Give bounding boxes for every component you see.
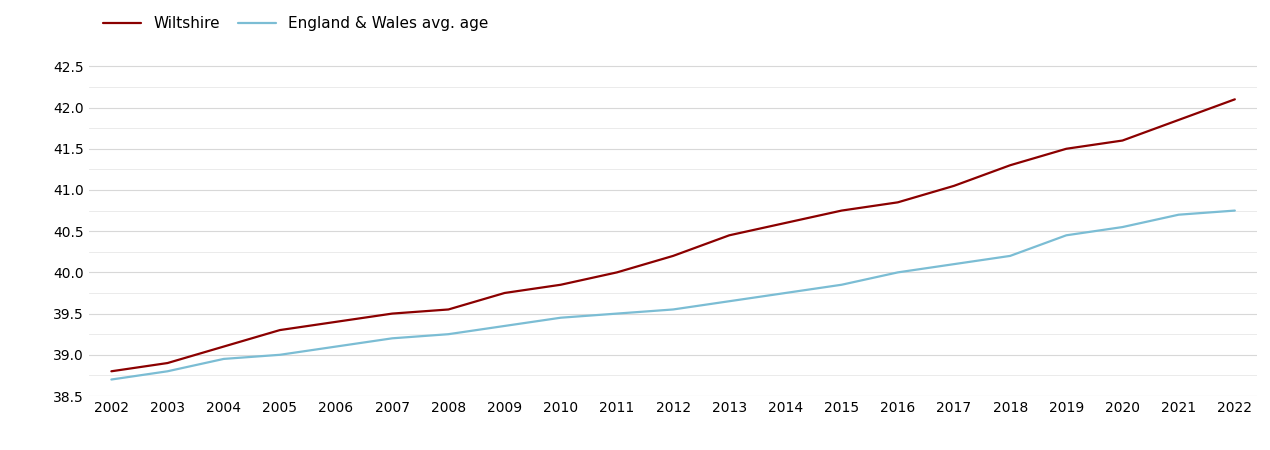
Legend: Wiltshire, England & Wales avg. age: Wiltshire, England & Wales avg. age [97,10,495,37]
Wiltshire [104,369,119,374]
Wiltshire [1115,138,1130,143]
England & Wales avg. age [890,270,906,275]
England & Wales avg. age [554,315,569,320]
England & Wales avg. age [777,290,792,296]
England & Wales avg. age [1227,208,1242,213]
England & Wales avg. age [610,311,625,316]
England & Wales avg. age [721,298,737,304]
Wiltshire [610,270,625,275]
Wiltshire [554,282,569,288]
Wiltshire [1002,162,1017,168]
England & Wales avg. age [104,377,119,382]
England & Wales avg. age [385,336,400,341]
Line: England & Wales avg. age: England & Wales avg. age [112,211,1234,379]
Line: Wiltshire: Wiltshire [112,99,1234,371]
Wiltshire [834,208,850,213]
Wiltshire [946,183,961,189]
Wiltshire [272,327,287,333]
Wiltshire [890,200,906,205]
Wiltshire [497,290,512,296]
England & Wales avg. age [160,369,175,374]
Wiltshire [777,220,792,225]
Wiltshire [385,311,400,316]
Wiltshire [721,233,737,238]
Wiltshire [160,360,175,366]
England & Wales avg. age [497,323,512,328]
Wiltshire [216,344,231,349]
Wiltshire [1227,97,1242,102]
Wiltshire [1059,146,1074,152]
Wiltshire [441,307,456,312]
England & Wales avg. age [216,356,231,362]
Wiltshire [329,319,344,324]
England & Wales avg. age [441,332,456,337]
England & Wales avg. age [329,344,344,349]
England & Wales avg. age [1115,225,1130,230]
England & Wales avg. age [1059,233,1074,238]
England & Wales avg. age [665,307,681,312]
Wiltshire [1171,117,1186,123]
Wiltshire [665,253,681,259]
England & Wales avg. age [272,352,287,357]
England & Wales avg. age [946,261,961,267]
England & Wales avg. age [834,282,850,288]
England & Wales avg. age [1171,212,1186,217]
England & Wales avg. age [1002,253,1017,259]
